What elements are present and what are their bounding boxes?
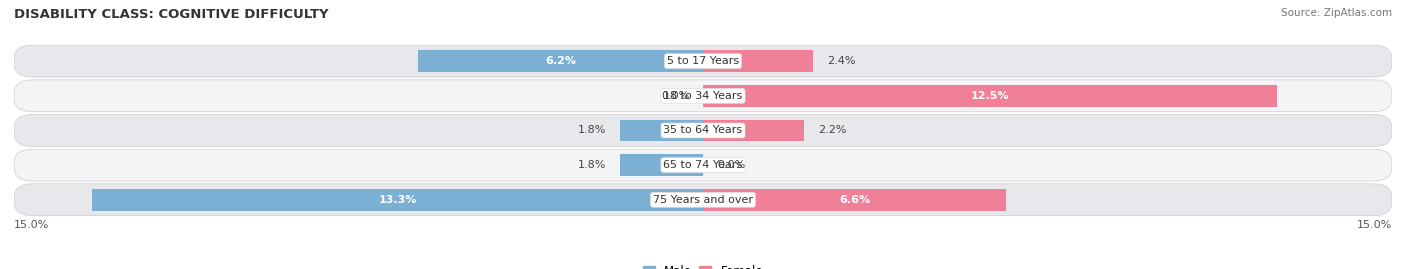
Bar: [93, 189, 703, 211]
Text: 12.5%: 12.5%: [970, 91, 1010, 101]
Text: 13.3%: 13.3%: [378, 195, 416, 205]
FancyBboxPatch shape: [14, 149, 1392, 181]
Bar: [620, 120, 703, 141]
Text: 6.6%: 6.6%: [839, 195, 870, 205]
Bar: [703, 189, 1007, 211]
Legend: Male, Female: Male, Female: [643, 265, 763, 269]
Text: 5 to 17 Years: 5 to 17 Years: [666, 56, 740, 66]
Text: 15.0%: 15.0%: [14, 220, 49, 230]
FancyBboxPatch shape: [14, 80, 1392, 112]
FancyBboxPatch shape: [14, 115, 1392, 146]
Bar: [418, 50, 703, 72]
FancyBboxPatch shape: [14, 184, 1392, 216]
Text: 1.8%: 1.8%: [578, 160, 606, 170]
Text: 2.4%: 2.4%: [827, 56, 855, 66]
Text: 6.2%: 6.2%: [546, 56, 576, 66]
Text: 2.2%: 2.2%: [818, 125, 846, 136]
Text: 35 to 64 Years: 35 to 64 Years: [664, 125, 742, 136]
Text: 18 to 34 Years: 18 to 34 Years: [664, 91, 742, 101]
FancyBboxPatch shape: [14, 45, 1392, 77]
Bar: [620, 154, 703, 176]
Text: 75 Years and over: 75 Years and over: [652, 195, 754, 205]
Text: 0.0%: 0.0%: [661, 91, 689, 101]
Text: DISABILITY CLASS: COGNITIVE DIFFICULTY: DISABILITY CLASS: COGNITIVE DIFFICULTY: [14, 8, 329, 21]
Bar: [703, 120, 804, 141]
Text: 65 to 74 Years: 65 to 74 Years: [664, 160, 742, 170]
Bar: [703, 85, 1277, 107]
Text: Source: ZipAtlas.com: Source: ZipAtlas.com: [1281, 8, 1392, 18]
Text: 0.0%: 0.0%: [717, 160, 745, 170]
Bar: [703, 50, 813, 72]
Text: 1.8%: 1.8%: [578, 125, 606, 136]
Text: 15.0%: 15.0%: [1357, 220, 1392, 230]
